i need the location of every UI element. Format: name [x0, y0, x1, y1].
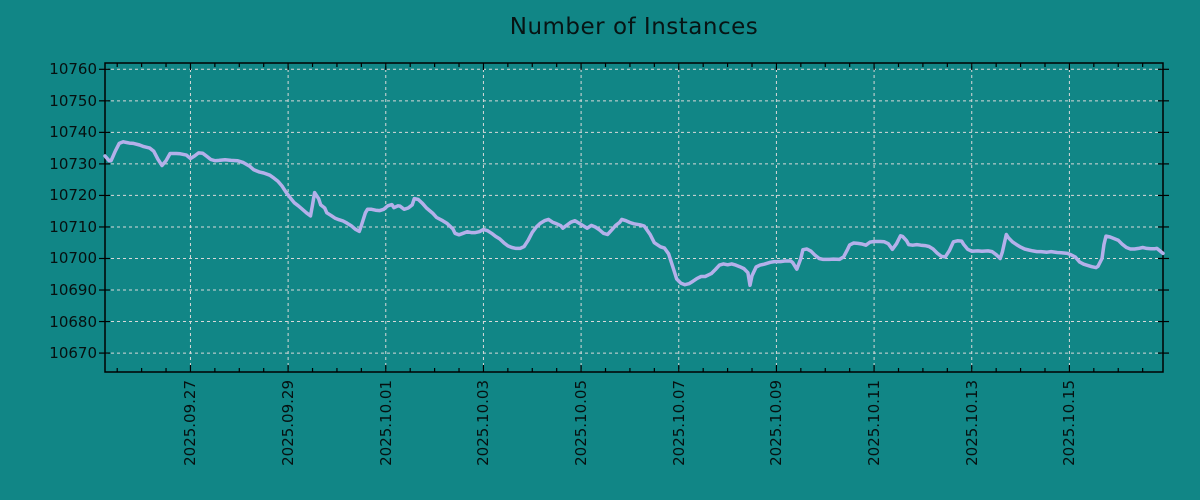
- y-tick-label: 10710: [49, 217, 97, 236]
- plot-border: [104, 62, 1164, 373]
- x-tick-label: 2025.10.09: [767, 380, 786, 466]
- x-tick-label: 2025.10.13: [962, 380, 981, 466]
- y-tick-label: 10700: [49, 249, 97, 268]
- y-tick-label: 10760: [49, 60, 97, 79]
- x-tick-label: 2025.10.07: [669, 380, 688, 466]
- x-tick-label: 2025.10.05: [572, 380, 591, 466]
- y-tick-label: 10740: [49, 123, 97, 142]
- y-tick-label: 10680: [49, 312, 97, 331]
- x-tick-label: 2025.10.03: [474, 380, 493, 466]
- y-tick-label: 10750: [49, 91, 97, 110]
- x-tick-label: 2025.09.29: [279, 380, 298, 466]
- series-line: [103, 140, 1165, 288]
- x-tick-label: 2025.10.01: [376, 380, 395, 466]
- chart-title: Number of Instances: [509, 14, 759, 40]
- x-tick-label: 2025.10.15: [1060, 380, 1079, 466]
- x-tick-label: 2025.10.11: [865, 380, 884, 466]
- x-tick-label: 2025.09.27: [181, 380, 200, 466]
- y-tick-label: 10720: [49, 186, 97, 205]
- y-tick-label: 10690: [49, 281, 97, 300]
- y-tick-label: 10670: [49, 344, 97, 363]
- y-tick-label: 10730: [49, 154, 97, 173]
